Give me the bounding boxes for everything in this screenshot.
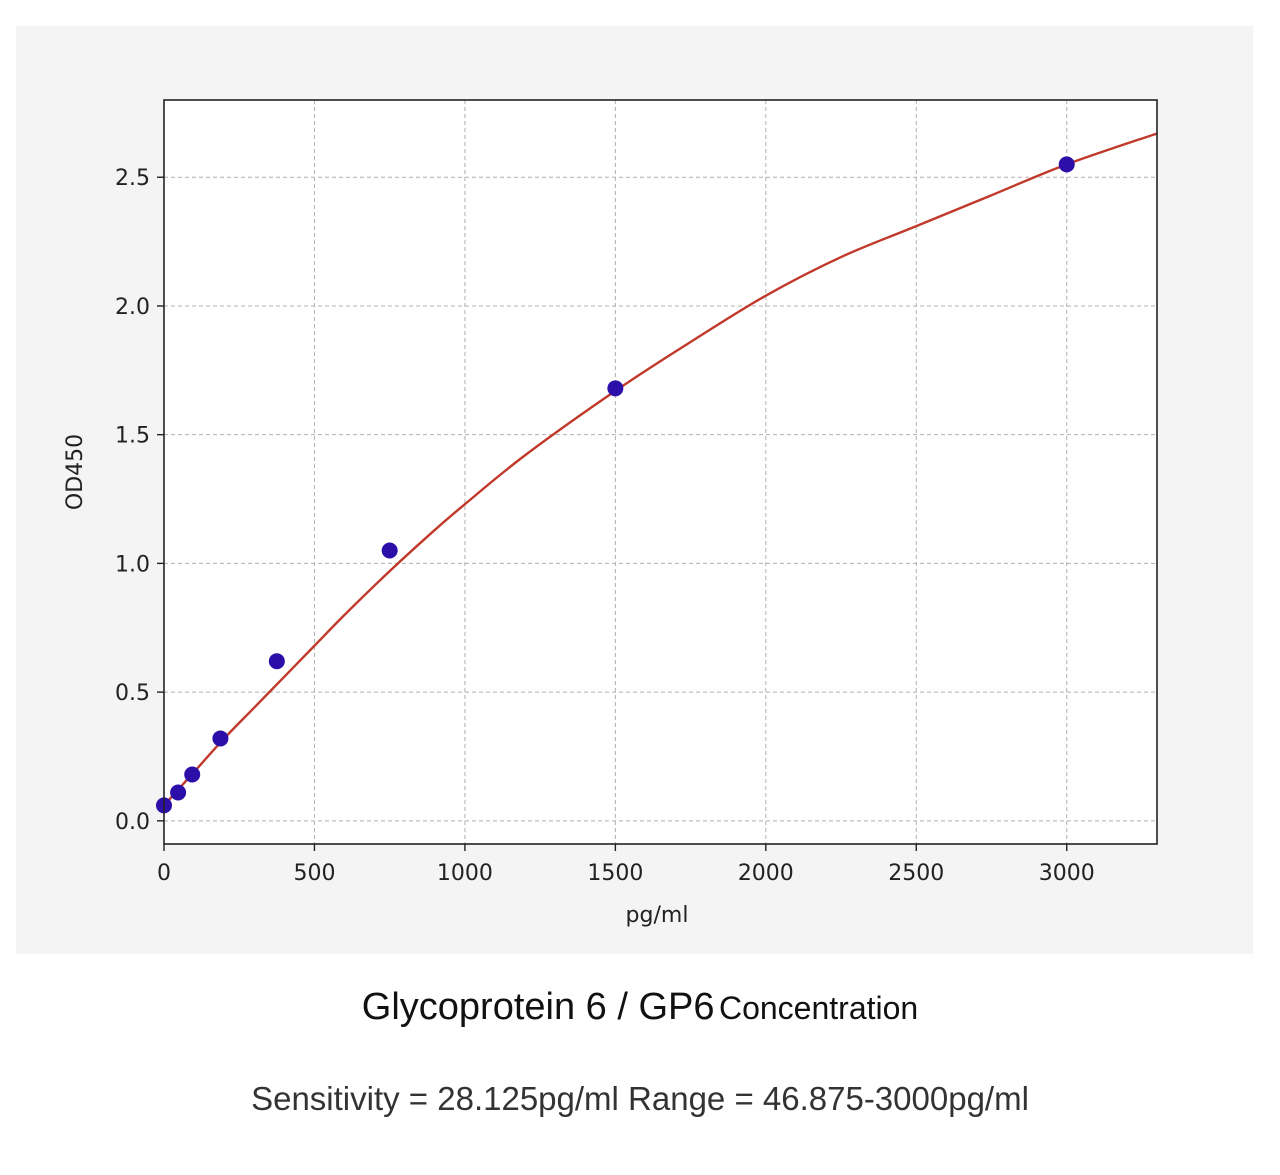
sensitivity-range-note: Sensitivity = 28.125pg/ml Range = 46.875… bbox=[251, 1080, 1029, 1117]
x-tick-label: 1000 bbox=[437, 861, 493, 886]
axis-ticks: 0 500 1000 1500 2000 2500 3000 0.0 0.5 1.0 1.5 2.0 2… bbox=[115, 166, 1095, 886]
data-point bbox=[212, 730, 229, 747]
grid-lines bbox=[163, 100, 1157, 844]
y-tick-label: 1.5 bbox=[115, 424, 150, 449]
data-points bbox=[156, 156, 1075, 814]
y-tick-label: 0.5 bbox=[115, 681, 150, 706]
caption-title-suffix: Concentration bbox=[718, 990, 919, 1026]
fit-curve-line bbox=[163, 132, 1158, 807]
x-tick-label: 500 bbox=[293, 861, 335, 886]
x-tick-label: 1500 bbox=[587, 861, 643, 886]
y-tick-label: 1.0 bbox=[115, 552, 150, 577]
y-tick-label: 2.5 bbox=[115, 166, 150, 191]
y-axis-label: OD450 bbox=[63, 434, 88, 510]
plot-area bbox=[164, 100, 1157, 844]
plot-frame bbox=[163, 99, 1158, 845]
figure-panel: 0 500 1000 1500 2000 2500 3000 0.0 0.5 1.0 1.5 2.0 2… bbox=[16, 26, 1253, 954]
y-tick-label: 2.0 bbox=[115, 295, 150, 320]
x-tick-label: 2500 bbox=[888, 861, 944, 886]
data-point bbox=[607, 380, 624, 397]
x-tick-label: 3000 bbox=[1039, 861, 1095, 886]
data-point bbox=[170, 784, 187, 801]
standard-curve-chart: 0 500 1000 1500 2000 2500 3000 0.0 0.5 1.0 1.5 2.0 2… bbox=[63, 99, 1158, 928]
caption-title: Glycoprotein 6 / GP6 Concentration bbox=[0, 986, 1280, 1029]
data-point bbox=[184, 766, 201, 783]
x-tick-label: 0 bbox=[157, 861, 171, 886]
data-point bbox=[268, 653, 285, 670]
caption-title-main: Glycoprotein 6 / GP6 bbox=[361, 986, 715, 1028]
y-tick-label: 0.0 bbox=[115, 810, 150, 835]
x-tick-label: 2000 bbox=[738, 861, 794, 886]
data-point bbox=[1058, 156, 1075, 173]
data-point bbox=[381, 542, 398, 559]
x-axis-label: pg/ml bbox=[626, 903, 689, 928]
